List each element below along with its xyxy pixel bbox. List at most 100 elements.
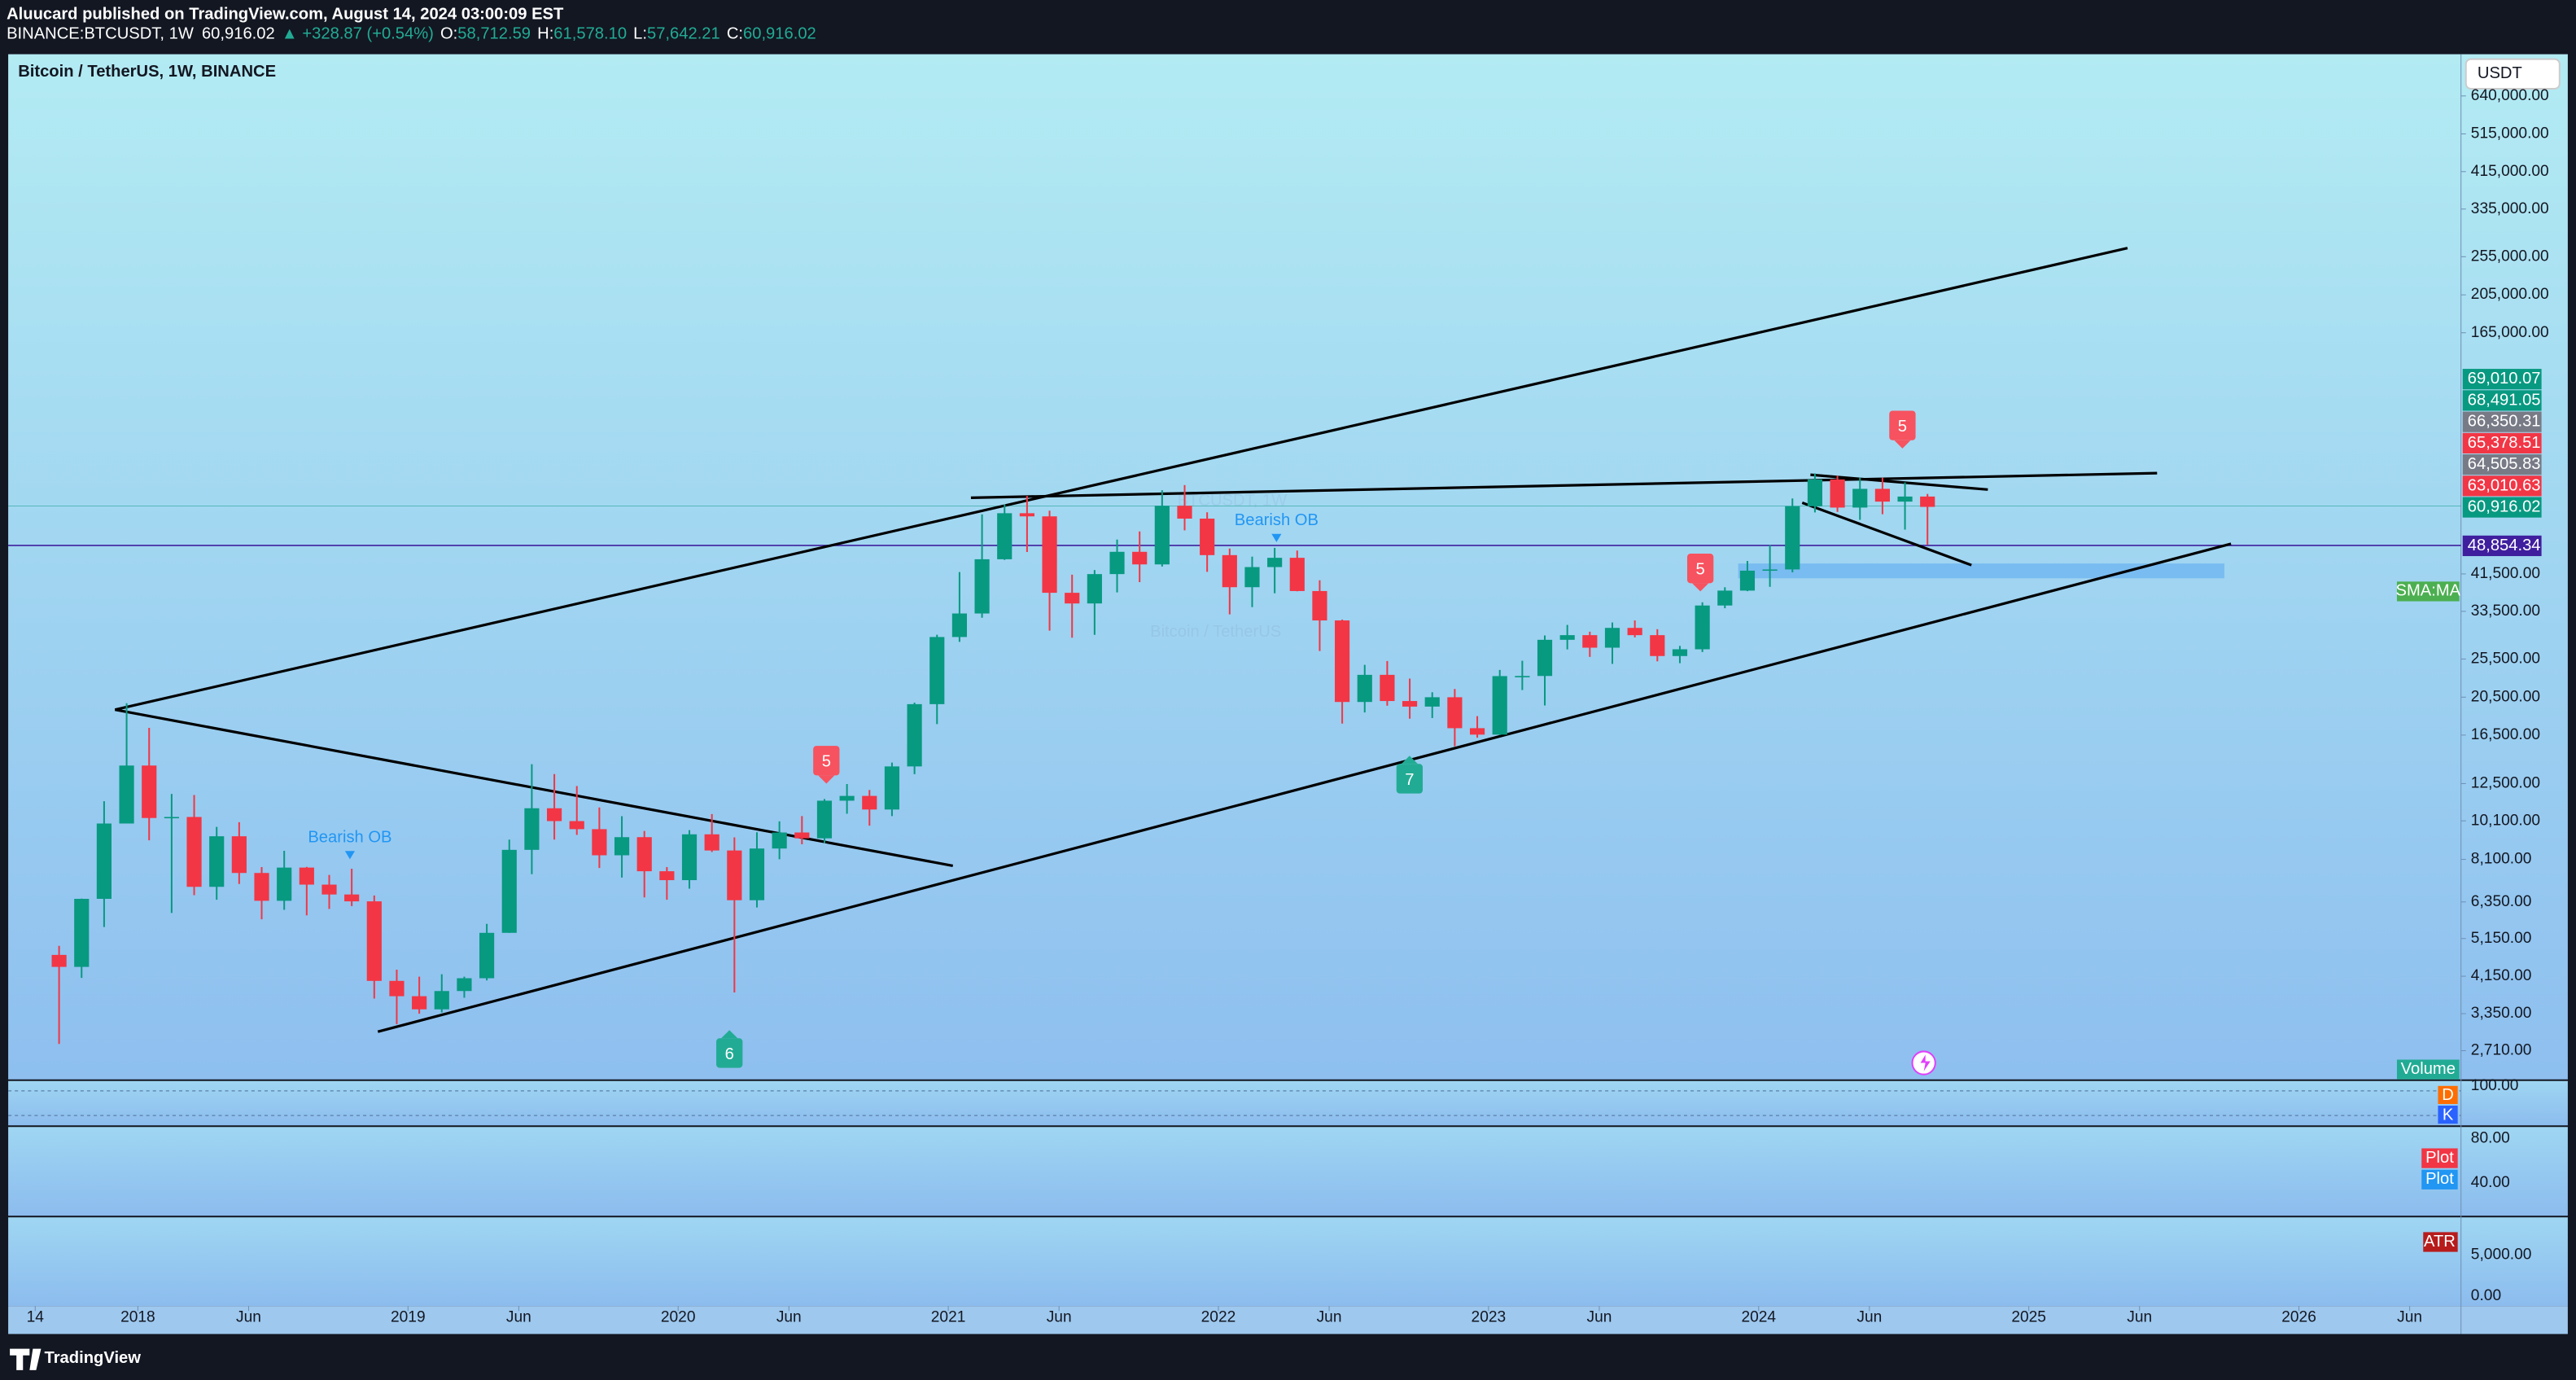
trendline bbox=[970, 471, 2158, 500]
price-badge bbox=[2462, 390, 2542, 411]
candle-body bbox=[929, 637, 945, 704]
price-badge bbox=[2462, 432, 2542, 453]
candle-body bbox=[1267, 558, 1283, 567]
candle-body bbox=[479, 932, 495, 979]
candle-body bbox=[1830, 479, 1845, 508]
y-tick-label: 415,000.00 bbox=[2471, 163, 2549, 180]
rsi-pane bbox=[8, 1127, 2568, 1216]
candle-body bbox=[231, 836, 247, 874]
y-tick-label: 335,000.00 bbox=[2471, 200, 2549, 217]
price-badge-label: 48,854.34 bbox=[2468, 537, 2541, 554]
price-badge-label: 63,010.63 bbox=[2468, 476, 2541, 494]
candle-body bbox=[412, 996, 427, 1010]
chart-title: Bitcoin / TetherUS, 1W, BINANCE bbox=[18, 63, 276, 81]
candle-body bbox=[1627, 628, 1642, 636]
candle-body bbox=[186, 817, 202, 887]
candle-body bbox=[1515, 676, 1530, 677]
signal-label: 7 bbox=[1405, 771, 1414, 789]
trendline bbox=[1801, 501, 1972, 567]
currency-button[interactable] bbox=[2464, 58, 2561, 90]
candle-body bbox=[164, 817, 179, 819]
atr-pane bbox=[8, 1217, 2568, 1307]
candle-body bbox=[772, 832, 787, 849]
watermark: Bitcoin / TetherUS bbox=[1150, 623, 1281, 641]
candle-body bbox=[1402, 701, 1418, 707]
currency[interactable]: USDT bbox=[2478, 64, 2522, 82]
x-tick-label: 2018 bbox=[120, 1308, 155, 1325]
y-tick-label: 4,150.00 bbox=[2471, 967, 2532, 984]
x-tick-label: Jun bbox=[776, 1308, 802, 1325]
time-axis bbox=[8, 1306, 2568, 1334]
d-badge bbox=[2438, 1085, 2458, 1104]
signal-pointer bbox=[1401, 756, 1418, 764]
price-badge bbox=[2462, 535, 2542, 557]
candle-body bbox=[704, 834, 719, 851]
price-badge bbox=[2462, 497, 2542, 518]
x-tick-label: 2026 bbox=[2281, 1308, 2316, 1325]
signal-marker bbox=[1889, 410, 1916, 440]
signal-pointer bbox=[721, 1030, 738, 1039]
x-tick-label: 14 bbox=[27, 1308, 45, 1325]
candle-body bbox=[1380, 674, 1395, 702]
ohlc-key: C: bbox=[727, 25, 743, 43]
volume-badge bbox=[2396, 1059, 2460, 1080]
candle-body bbox=[457, 978, 472, 992]
candle-body bbox=[74, 899, 90, 967]
y-tick-label: 12,500.00 bbox=[2471, 775, 2540, 792]
y-tick-label: 33,500.00 bbox=[2471, 602, 2540, 620]
candle-body bbox=[209, 836, 225, 887]
signal-marker bbox=[813, 746, 840, 776]
plot-badge bbox=[2421, 1148, 2458, 1168]
logo-mark bbox=[10, 1348, 42, 1370]
candle-body bbox=[907, 703, 922, 767]
ohlc-value: 57,642.21 bbox=[647, 25, 720, 43]
price-badge-label: 66,350.31 bbox=[2468, 413, 2541, 431]
drawings bbox=[8, 247, 2461, 1033]
x-tick-label: Jun bbox=[2127, 1308, 2152, 1325]
trendline bbox=[377, 542, 2232, 1033]
price-badge bbox=[2462, 369, 2542, 390]
y-tick-label: 640,000.00 bbox=[2471, 87, 2549, 104]
price-badge bbox=[2462, 453, 2542, 475]
candle-body bbox=[727, 850, 742, 900]
change: ▲ +328.87 (+0.54%) bbox=[282, 25, 434, 43]
signal-marker bbox=[1686, 554, 1714, 584]
signal-label: 5 bbox=[822, 753, 831, 771]
x-tick-label: 2025 bbox=[2011, 1308, 2046, 1325]
candles bbox=[51, 473, 1935, 1045]
candle-body bbox=[681, 834, 698, 881]
candle-body bbox=[1762, 569, 1778, 572]
ohlc-value: 58,712.59 bbox=[457, 25, 531, 43]
candle-body bbox=[1177, 506, 1192, 519]
y-tick-label: 41,500.00 bbox=[2471, 565, 2540, 582]
trendline bbox=[1810, 473, 1988, 491]
candle-body bbox=[1492, 676, 1507, 735]
bolt[interactable] bbox=[1920, 1054, 1931, 1071]
x-tick-label: Jun bbox=[2397, 1308, 2422, 1325]
price-badge bbox=[2462, 411, 2542, 432]
price-badge bbox=[2462, 475, 2542, 497]
candle-body bbox=[254, 873, 269, 901]
signal-marker bbox=[716, 1038, 743, 1068]
y-tick-label: 205,000.00 bbox=[2471, 286, 2549, 303]
candle-body bbox=[1717, 590, 1733, 606]
plot-badge bbox=[2421, 1169, 2458, 1189]
x-tick-label: 2024 bbox=[1741, 1308, 1776, 1325]
candle-body bbox=[1154, 506, 1170, 565]
candle-body bbox=[1042, 516, 1057, 594]
candle-body bbox=[592, 829, 607, 856]
bearish-ob: Bearish OB bbox=[1235, 511, 1319, 529]
candle-body bbox=[1785, 506, 1800, 570]
ohlc-key: O: bbox=[440, 25, 457, 43]
candle-body bbox=[884, 766, 900, 810]
publisher: Aluucard published on TradingView.com, A… bbox=[7, 5, 564, 23]
last: 60,916.02 bbox=[202, 25, 275, 43]
candle-body bbox=[951, 613, 968, 637]
candle-body bbox=[1807, 479, 1823, 506]
y-tick-label: 5,150.00 bbox=[2471, 930, 2532, 947]
candle-body bbox=[862, 795, 877, 810]
y-tick-label: 255,000.00 bbox=[2471, 248, 2549, 265]
y-tick-label: 165,000.00 bbox=[2471, 324, 2549, 341]
candle-body bbox=[1019, 513, 1034, 517]
candle-body bbox=[1424, 697, 1440, 707]
